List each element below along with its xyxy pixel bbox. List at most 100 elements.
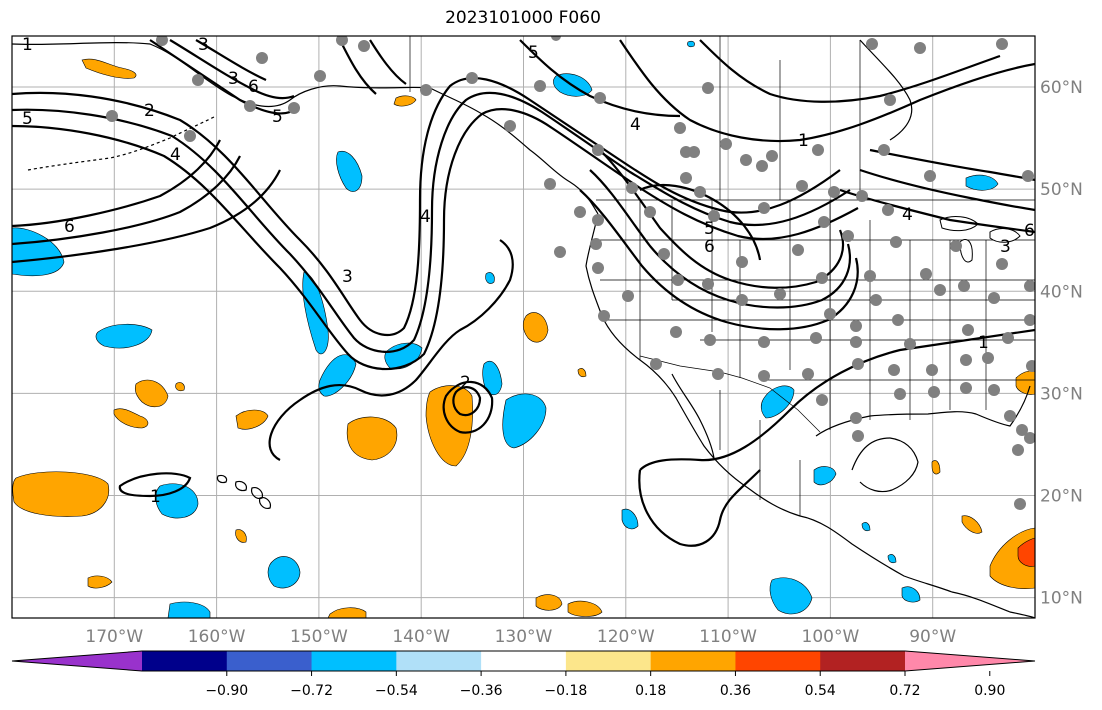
contour-label: 1 bbox=[150, 487, 161, 507]
shaded-anomalies bbox=[12, 40, 1035, 618]
pos-anomaly bbox=[346, 416, 398, 461]
contour-label: 6 bbox=[64, 217, 75, 237]
contour-label: 5 bbox=[272, 107, 283, 127]
pos-anomaly bbox=[235, 409, 269, 430]
contour-label: 1 bbox=[22, 35, 33, 55]
pos-anomaly bbox=[327, 607, 367, 618]
mexico-states bbox=[719, 390, 801, 516]
contour bbox=[638, 469, 761, 547]
strong-pos-anomaly bbox=[1017, 537, 1035, 567]
neg-anomaly bbox=[482, 360, 503, 396]
contour bbox=[442, 380, 494, 434]
contour bbox=[12, 108, 859, 371]
map-frame bbox=[11, 35, 1036, 619]
contour bbox=[118, 472, 192, 498]
pos-anomaly bbox=[113, 408, 149, 429]
colorbar-label: 0.54 bbox=[805, 683, 836, 699]
yucatan bbox=[851, 437, 919, 493]
contour-label: 6 bbox=[248, 77, 259, 97]
contour-label: 4 bbox=[170, 145, 181, 165]
longitude-label: 110°W bbox=[699, 627, 757, 647]
contour bbox=[169, 39, 295, 100]
contour bbox=[839, 188, 1035, 234]
neg-anomaly bbox=[813, 466, 837, 486]
contour-label: 4 bbox=[420, 207, 431, 227]
neg-anomaly bbox=[621, 508, 639, 530]
contour bbox=[639, 328, 1035, 471]
contour-label: 5 bbox=[704, 219, 715, 239]
contour bbox=[639, 183, 762, 261]
contour bbox=[195, 39, 267, 82]
latitude-label: 40°N bbox=[1040, 282, 1083, 302]
colorbar-segment bbox=[565, 651, 652, 671]
colorbar-segment bbox=[142, 651, 228, 671]
pos-anomaly bbox=[535, 594, 563, 611]
contour bbox=[12, 77, 841, 337]
longitude-label: 150°W bbox=[290, 627, 348, 647]
contour bbox=[599, 149, 845, 289]
hudson-coast bbox=[859, 39, 913, 141]
contour-label: 5 bbox=[528, 43, 539, 63]
pos-anomaly bbox=[522, 312, 549, 343]
neg-anomaly bbox=[887, 554, 897, 564]
contour-label: 4 bbox=[630, 115, 641, 135]
neg-anomaly bbox=[167, 601, 211, 618]
contour bbox=[149, 39, 291, 115]
neg-anomaly bbox=[95, 323, 153, 349]
pos-anomaly bbox=[961, 515, 983, 534]
colorbar-segment bbox=[396, 651, 482, 671]
longitude-label: 170°W bbox=[85, 627, 143, 647]
neg-anomaly bbox=[901, 586, 921, 603]
contour-label: 3 bbox=[1000, 237, 1011, 257]
pos-anomaly bbox=[87, 575, 113, 589]
neg-anomaly bbox=[12, 227, 65, 277]
pos-anomaly bbox=[567, 600, 603, 617]
colorbar-segment bbox=[735, 651, 821, 671]
contour-label: 6 bbox=[704, 237, 715, 257]
great-lakes bbox=[939, 216, 1021, 263]
contour-label: 3 bbox=[342, 267, 353, 287]
colorbar-segment bbox=[226, 651, 313, 671]
latitude-label: 20°N bbox=[1040, 486, 1083, 506]
contour bbox=[519, 39, 681, 118]
contour bbox=[12, 91, 851, 353]
contour bbox=[589, 169, 852, 309]
contour-label: 5 bbox=[22, 109, 33, 129]
latitude-label: 30°N bbox=[1040, 384, 1083, 404]
neg-anomaly bbox=[336, 150, 363, 192]
map-title: 2023101000 F060 bbox=[445, 8, 601, 28]
contour-label: 1 bbox=[798, 131, 809, 151]
colorbar-outline bbox=[11, 650, 1036, 672]
colorbar-label: −0.90 bbox=[205, 683, 248, 699]
longitude-label: 130°W bbox=[495, 627, 553, 647]
neg-anomaly bbox=[769, 577, 813, 615]
contour bbox=[579, 189, 859, 331]
pos-anomaly bbox=[81, 58, 137, 79]
pos-anomaly bbox=[425, 385, 473, 467]
latitude-labels: 10°N 20°N 30°N 40°N 50°N 60°N bbox=[1040, 78, 1083, 609]
longitude-label: 120°W bbox=[597, 627, 655, 647]
colorbar-extend-low bbox=[12, 651, 142, 671]
colorbar-label: −0.54 bbox=[375, 683, 418, 699]
pos-anomaly bbox=[175, 382, 185, 392]
neg-anomaly bbox=[760, 385, 795, 419]
contour-label: 3 bbox=[198, 35, 209, 55]
colorbar-extend-high bbox=[905, 651, 1035, 671]
contour-label: 2 bbox=[144, 101, 155, 121]
colorbar-label: 0.36 bbox=[720, 683, 751, 699]
contour bbox=[859, 168, 1035, 212]
canada-provinces bbox=[719, 36, 861, 200]
hawaii-islands bbox=[216, 474, 271, 509]
contour-label: 2 bbox=[460, 373, 471, 393]
latitude-label: 50°N bbox=[1040, 180, 1083, 200]
pos-anomaly bbox=[577, 368, 587, 378]
colorbar-label: 0.72 bbox=[889, 683, 920, 699]
colorbar: −0.90 −0.72 −0.54 −0.36 −0.18 0.18 0.36 0.54 0.7… bbox=[11, 650, 1036, 699]
colorbar-label: 0.90 bbox=[974, 683, 1005, 699]
latitude-label: 60°N bbox=[1040, 78, 1083, 98]
pos-anomaly bbox=[235, 529, 247, 543]
contour-label: 6 bbox=[1024, 221, 1035, 241]
colorbar-segment bbox=[650, 651, 736, 671]
colorbar-label: −0.18 bbox=[544, 683, 587, 699]
